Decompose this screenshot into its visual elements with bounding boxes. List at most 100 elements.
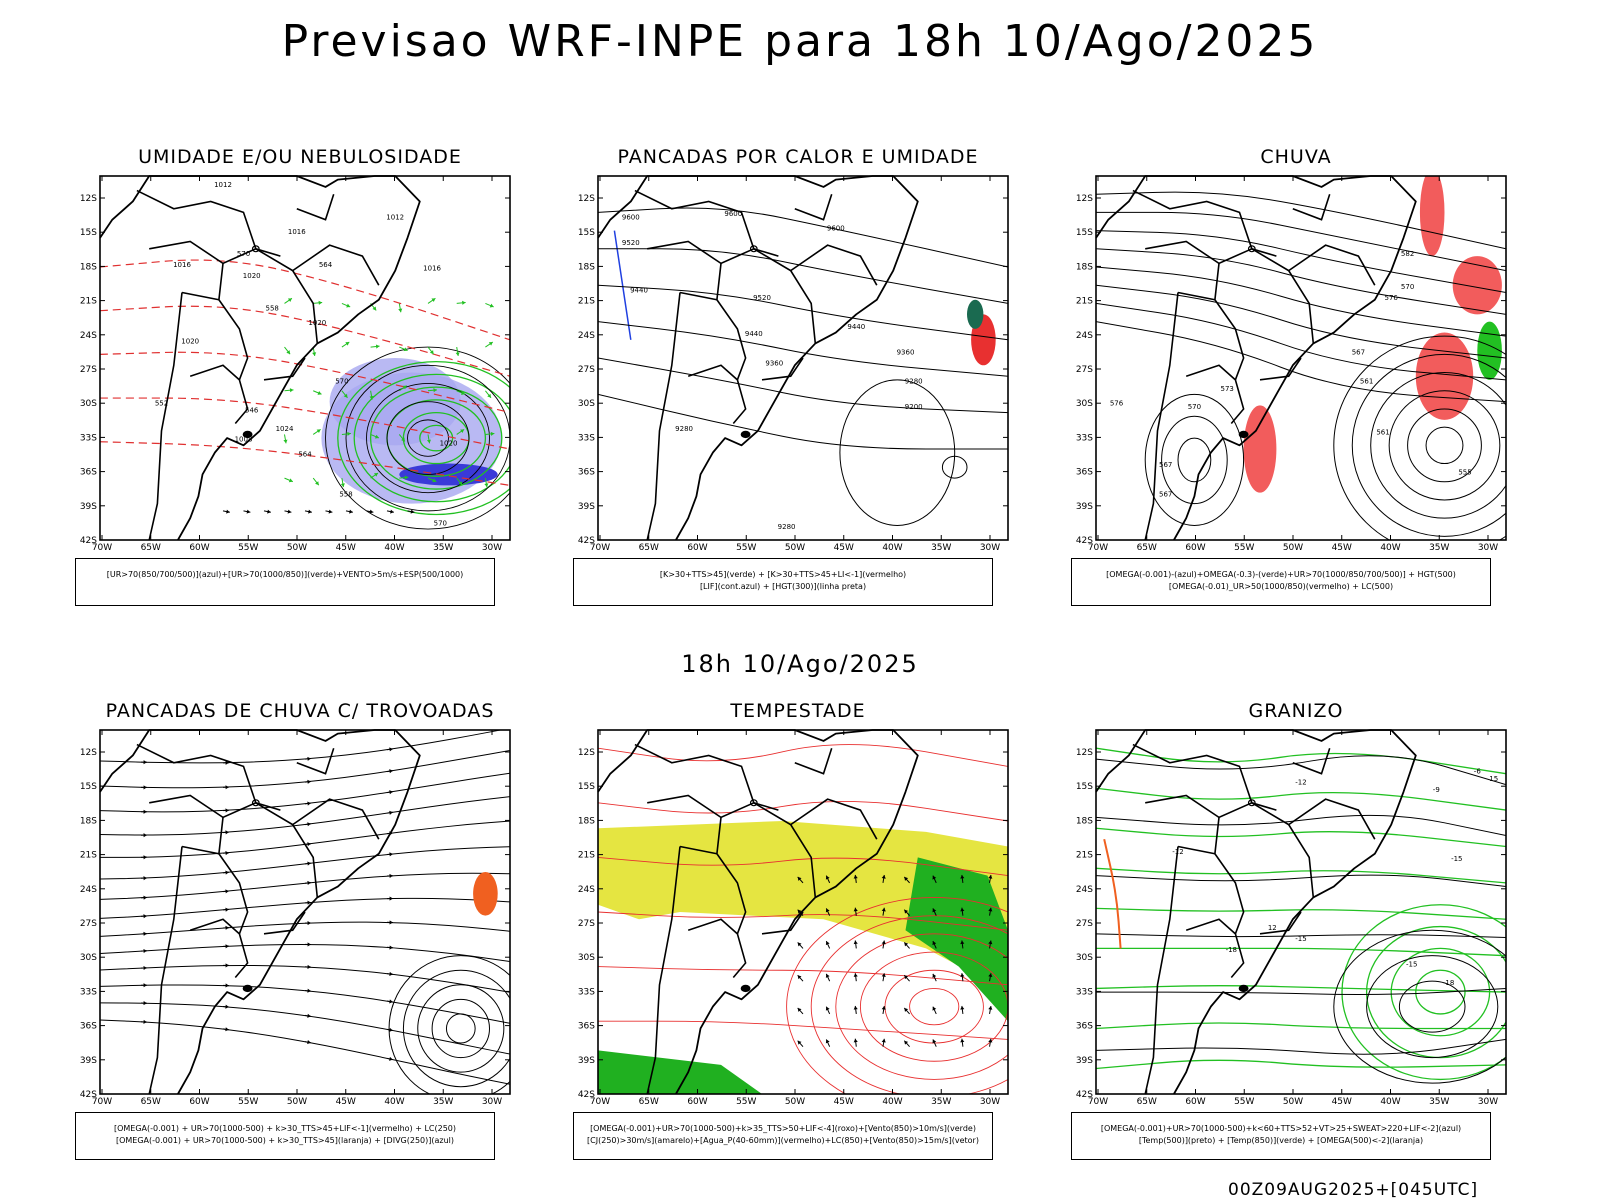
lon-tick-label: 50W [287,1097,307,1107]
lon-tick-label: 50W [1283,543,1303,553]
lon-tick-label: 35W [433,1097,453,1107]
legend-box: [OMEGA(-0.001)+UR>70(1000-500)+k>35_TTS>… [573,1112,993,1160]
panel-title: CHUVA [1260,146,1332,168]
lon-tick-label: 70W [1088,1097,1108,1107]
lat-tick-label: 24S [80,885,97,895]
main-title: Previsao WRF-INPE para 18h 10/Ago/2025 [281,16,1319,67]
lon-tick-label: 70W [92,543,112,553]
lat-tick-label: 36S [578,468,595,478]
forecast-time-label: 18h 10/Ago/2025 [681,650,919,678]
lon-tick-label: 30W [980,543,1000,553]
lon-tick-label: 65W [1137,1097,1157,1107]
contour-label: 1016 [173,261,191,269]
legend-box: [OMEGA(-0.001)-(azul)+OMEGA(-0.3)-(verde… [1071,558,1491,606]
contour-label: 9280 [778,523,796,531]
map-pancadas-calor: 9600 9600 9600 9520 9520 9440 9440 9440 9360 9360… [578,175,1009,553]
lat-tick-label: 27S [578,919,595,929]
contour-label: 570 [434,519,447,527]
lat-tick-label: 15S [1076,782,1093,792]
lat-tick-label: 24S [1076,331,1093,341]
contour-label: 570 [335,377,348,385]
lat-tick-label: 18S [1076,262,1093,272]
map-umidade: 1012 1012 1016 1016 1016 1020 1020 1020 1024 1008… [80,175,511,553]
lat-tick-label: 39S [80,1056,97,1066]
lat-tick-label: 36S [1076,1022,1093,1032]
lon-tick-label: 40W [882,543,902,553]
lat-tick-label: 42S [1076,1090,1093,1100]
legend-line-1: [UR>70(850/700/500)](azul)+[UR>70(1000/8… [106,570,464,579]
lon-tick-label: 50W [287,543,307,553]
legend-box: [OMEGA(-0.001)+UR>70(1000-500)+k<60+TTS>… [1071,1112,1491,1160]
contour-label: 573 [1221,385,1234,393]
lat-tick-label: 21S [1076,851,1093,861]
contour-label: 9520 [622,239,640,247]
lon-tick-label: 35W [433,543,453,553]
lon-tick-label: 45W [336,543,356,553]
lon-tick-label: 60W [1185,1097,1205,1107]
map-chuva: 58257657056756157657357056756756155512S1… [1076,175,1507,553]
panel-title: GRANIZO [1248,700,1344,722]
lon-tick-label: 65W [1137,543,1157,553]
lon-tick-label: 60W [1185,543,1205,553]
lon-tick-label: 55W [238,1097,258,1107]
lon-tick-label: 65W [639,1097,659,1107]
lon-tick-label: 35W [931,543,951,553]
contour-label: -18 [1443,979,1454,987]
lat-tick-label: 21S [578,297,595,307]
contour-label: -15 [1451,855,1462,863]
contour-label: 1020 [440,439,458,447]
contour-label: 1016 [288,228,306,236]
lon-tick-label: 55W [1234,1097,1254,1107]
lat-tick-label: 30S [578,953,595,963]
lat-tick-label: 12S [578,194,595,204]
lat-tick-label: 21S [80,297,97,307]
panel-tempestade: TEMPESTADE 12S 15S 18S 21S 24S 27S 30S 33S 36S 39… [558,700,1038,1180]
lon-tick-label: 55W [736,543,756,553]
contour-label: -12 [1295,779,1306,787]
lon-tick-label: 40W [1380,1097,1400,1107]
lat-tick-label: 42S [80,536,97,546]
lat-tick-label: 30S [1076,953,1093,963]
lat-tick-label: 21S [1076,297,1093,307]
lon-tick-label: 40W [882,1097,902,1107]
lat-tick-label: 18S [1076,816,1093,826]
lon-tick-label: 30W [1478,543,1498,553]
contour-label: 576 [1110,399,1124,407]
contour-label: 1012 [214,181,232,189]
contour-label: 9280 [905,377,923,385]
lon-tick-label: 50W [785,1097,805,1107]
panel-granizo: GRANIZO -12 -12 -15 -15 -18 -18 -15 -9 -6 15 12 12S… [1056,700,1536,1180]
contour-label: 558 [266,305,279,313]
contour-label: 570 [1401,283,1414,291]
lon-tick-label: 70W [92,1097,112,1107]
lat-tick-label: 18S [80,262,97,272]
lon-tick-label: 65W [141,1097,161,1107]
contour-label: -15 [1406,961,1417,969]
lat-tick-label: 30S [80,399,97,409]
lat-tick-label: 12S [578,748,595,758]
contour-label: 9600 [827,225,845,233]
lat-tick-label: 18S [578,816,595,826]
legend-line-1: [OMEGA(-0.001) + UR>70(1000-500) + k>30_… [113,1124,457,1133]
contour-label: 15 [1489,775,1498,783]
contour-label: 1024 [276,425,294,433]
lat-tick-label: 21S [80,851,97,861]
lat-tick-label: 24S [578,885,595,895]
lon-tick-label: 50W [1283,1097,1303,1107]
contour-label: 1008 [235,436,253,444]
lat-tick-label: 39S [578,502,595,512]
contour-label: 9280 [675,425,693,433]
lat-tick-label: 27S [1076,919,1093,929]
lat-tick-label: 12S [1076,748,1093,758]
contour-label: 555 [1458,468,1471,476]
panel-umidade: UMIDADE E/OU NEBULOSIDADE 1012 1012 1016 10… [60,146,540,626]
panel-title: TEMPESTADE [730,700,866,722]
geography [597,175,919,541]
contour-label: 9360 [897,348,915,356]
lat-tick-label: 42S [80,1090,97,1100]
contour-label: 558 [339,490,352,498]
lon-tick-label: 70W [590,1097,610,1107]
